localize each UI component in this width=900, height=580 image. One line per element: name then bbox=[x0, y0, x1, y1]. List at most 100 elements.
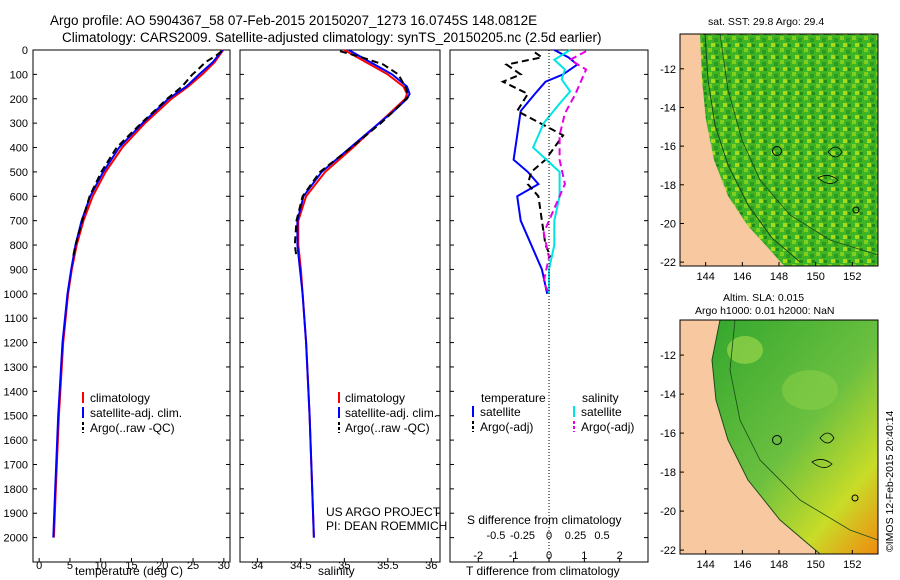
sla-map-ticks: 144 146 148 150 152 -12 -14 -16 -18 -20 -22 bbox=[660, 350, 861, 571]
depth-tick-label: 600 bbox=[10, 191, 28, 203]
legend-label: satellite bbox=[581, 405, 622, 419]
sst-field bbox=[700, 34, 878, 266]
sla-anomaly bbox=[782, 370, 838, 410]
depth-tick-label: 900 bbox=[10, 264, 28, 276]
sst-map-ticks: 144 146 148 150 152 -12 -14 -16 -18 -20 -22 bbox=[660, 64, 861, 283]
x-tick-label: 35.5 bbox=[377, 560, 398, 572]
map-x-tick-label: 144 bbox=[696, 271, 714, 283]
x-tick-label: 35 bbox=[338, 560, 350, 572]
depth-tick-label: 400 bbox=[10, 143, 28, 155]
temperature-legend: climatology satellite-adj. clim. Argo(..… bbox=[82, 391, 182, 435]
x-tick-label: 1 bbox=[581, 550, 587, 562]
series-line-argo-raw-qc- bbox=[72, 50, 223, 258]
project-note: US ARGO PROJECT bbox=[326, 505, 441, 519]
legend-label: climatology bbox=[345, 391, 405, 405]
t-diff-xlabel: T difference from climatology bbox=[466, 564, 620, 578]
legend-label: climatology bbox=[90, 391, 150, 405]
depth-tick-label: 1700 bbox=[4, 459, 28, 471]
series-line-salinity-argo-adj- bbox=[542, 50, 588, 295]
temperature-panel bbox=[32, 49, 231, 563]
x-tick-label: 25 bbox=[187, 560, 199, 572]
depth-tick-label: 1100 bbox=[4, 313, 28, 325]
s-diff-x-ticks: -0.5 -0.25 0 0.25 0.5 bbox=[486, 530, 609, 542]
map-y-tick-label: -22 bbox=[660, 257, 676, 269]
depth-tick-label: 1200 bbox=[4, 338, 28, 350]
t-diff-x-ticks: -2 -1 0 1 2 bbox=[473, 550, 623, 562]
map-x-tick-label: 146 bbox=[733, 559, 751, 571]
legend-label: satellite-adj. clim. bbox=[90, 406, 182, 420]
coastline bbox=[704, 34, 801, 263]
map-y-tick-label: -18 bbox=[660, 467, 676, 479]
legend-label: Argo(-adj) bbox=[480, 420, 533, 434]
salinity-panel bbox=[239, 49, 441, 563]
salinity-x-ticks: 34 34.5 35 35.5 36 bbox=[251, 558, 437, 572]
map-x-tick-label: 144 bbox=[696, 559, 714, 571]
depth-tick-label: 100 bbox=[10, 69, 28, 81]
depth-tick-label: 500 bbox=[10, 167, 28, 179]
x-tick-label-s: -0.25 bbox=[510, 530, 535, 542]
legend-header-temperature: temperature bbox=[481, 391, 546, 405]
x-tick-label-s: 0.25 bbox=[565, 530, 586, 542]
pi-note: PI: DEAN ROEMMICH bbox=[326, 519, 447, 533]
isobath bbox=[719, 34, 878, 256]
map-y-tick-label: -22 bbox=[660, 545, 676, 557]
header-line1: Argo profile: AO 5904367_58 07-Feb-2015 … bbox=[50, 13, 537, 28]
depth-tick-label: 1300 bbox=[4, 362, 28, 374]
depth-tick-label: 2000 bbox=[4, 533, 28, 545]
x-tick-label: -1 bbox=[509, 550, 519, 562]
temperature-xlabel: temperature (deg C) bbox=[75, 564, 183, 578]
header-line2: Climatology: CARS2009. Satellite-adjuste… bbox=[62, 30, 602, 45]
map-y-tick-label: -18 bbox=[660, 180, 676, 192]
depth-axis: 0 100 200 300 400 500 600 700 800 900 1000 1100 1200… bbox=[4, 45, 648, 545]
map-y-tick-label: -14 bbox=[660, 389, 676, 401]
depth-tick-label: 1800 bbox=[4, 484, 28, 496]
temperature-x-ticks: 0 5 10 15 20 25 30 bbox=[36, 558, 230, 572]
x-tick-label: 2 bbox=[617, 550, 623, 562]
series-line-salinity-satellite bbox=[531, 49, 572, 294]
secondary-marker bbox=[852, 206, 860, 214]
legend-label: Argo(..raw -QC) bbox=[90, 421, 175, 435]
series-line-temperature-satellite bbox=[512, 49, 579, 295]
x-tick-label: 5 bbox=[67, 560, 73, 572]
legend-label: satellite-adj. clim. bbox=[345, 406, 437, 420]
x-tick-label: 10 bbox=[95, 560, 107, 572]
land-area bbox=[680, 320, 820, 554]
map-y-tick-label: -20 bbox=[660, 506, 676, 518]
map-y-tick-label: -20 bbox=[660, 218, 676, 230]
difference-plot bbox=[500, 49, 588, 295]
legend-label: Argo(-adj) bbox=[581, 420, 634, 434]
map-y-tick-label: -12 bbox=[660, 350, 676, 362]
sst-map bbox=[680, 34, 878, 266]
reef-outline bbox=[817, 146, 843, 184]
series-line-temperature-argo-adj- bbox=[500, 51, 565, 258]
x-tick-label-s: -0.5 bbox=[486, 530, 505, 542]
x-tick-label-s: 0.5 bbox=[594, 530, 609, 542]
x-tick-label: 0 bbox=[36, 560, 42, 572]
map-y-tick-label: -12 bbox=[660, 64, 676, 76]
coastline bbox=[711, 320, 821, 554]
sst-map-title: sat. SST: 29.8 Argo: 29.4 bbox=[708, 16, 824, 28]
map-y-tick-label: -16 bbox=[660, 428, 676, 440]
reef-outline bbox=[811, 432, 835, 468]
x-tick-label: 34.5 bbox=[290, 560, 311, 572]
depth-tick-label: 200 bbox=[10, 94, 28, 106]
salinity-plot bbox=[293, 49, 411, 538]
watermark: ©IMOS 12-Feb-2015 20:40:14 bbox=[884, 410, 896, 552]
legend-header-salinity: salinity bbox=[582, 391, 619, 405]
sla-map bbox=[680, 320, 878, 554]
x-tick-label: 15 bbox=[125, 560, 137, 572]
x-tick-label: 0 bbox=[546, 550, 552, 562]
x-tick-label-s: 0 bbox=[546, 530, 552, 542]
depth-tick-label: 0 bbox=[22, 45, 28, 57]
temperature-plot bbox=[52, 49, 225, 538]
difference-legend: temperature salinity satellite Argo(-adj… bbox=[472, 391, 634, 434]
sla-map-title2: Argo h1000: 0.01 h2000: NaN bbox=[695, 305, 835, 317]
legend-label: Argo(..raw -QC) bbox=[345, 421, 430, 435]
depth-tick-label: 300 bbox=[10, 118, 28, 130]
depth-tick-label: 1900 bbox=[4, 508, 28, 520]
map-x-tick-label: 148 bbox=[770, 271, 788, 283]
isobath bbox=[729, 320, 878, 541]
x-tick-label: 20 bbox=[156, 560, 168, 572]
series-line-satellite-adj-clim- bbox=[296, 49, 411, 538]
depth-tick-label: 700 bbox=[10, 216, 28, 228]
